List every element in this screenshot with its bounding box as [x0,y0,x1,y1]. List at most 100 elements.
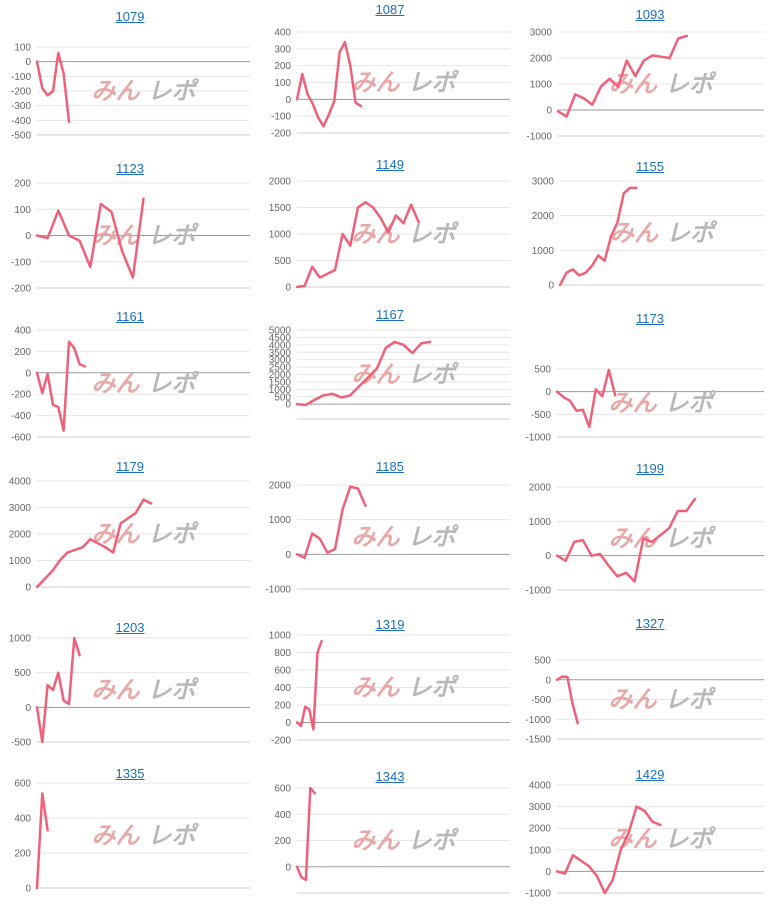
y-tick-label: 4000 [529,781,552,792]
data-point [304,557,306,559]
data-point [604,892,606,894]
data-point [410,204,412,206]
data-point [296,403,298,405]
y-tick-label: 3000 [269,355,292,366]
data-point [36,586,38,588]
data-point [612,879,614,881]
y-tick-label: 400 [14,326,31,337]
chart-title-link[interactable]: 1343 [375,769,405,784]
chart-title-link[interactable]: 1155 [636,159,664,174]
chart-title-link[interactable]: 1199 [636,461,664,476]
chart-title-link[interactable]: 1327 [635,616,665,631]
data-point [660,56,662,58]
series-line [295,485,367,560]
data-point [562,396,564,398]
line-chart: 500 0 -500 -1000 みん レポ [525,365,764,444]
data-point [57,210,59,212]
data-point [420,342,422,344]
y-tick-label: 500 [274,256,291,267]
y-tick-label: 200 [14,849,31,860]
watermark-logo-left: みん [92,78,141,105]
data-point [557,110,559,112]
watermark-logo-right: レポ [408,524,460,551]
chart-panel: 1155 [520,0,780,907]
data-point [47,237,49,239]
y-tick-label: 1000 [529,517,552,528]
y-tick-label: 1000 [9,556,32,567]
data-point [89,266,91,268]
chart-title-link[interactable]: 1079 [115,9,145,24]
line-chart: 500 0 -500 -1000 -1500 みん レポ [525,656,764,746]
data-point [349,394,351,396]
data-point [634,580,636,582]
chart-title-link[interactable]: 1087 [375,2,405,17]
chart-title-link[interactable]: 1123 [116,161,144,176]
y-tick-label: 800 [274,648,291,659]
data-point [595,388,597,390]
data-point [304,285,306,287]
watermark-logo-left: みん [609,390,658,417]
chart-title-link[interactable]: 1319 [375,617,405,632]
watermark-logo-right: レポ [665,71,717,98]
chart-title-link[interactable]: 1429 [635,767,665,782]
data-point [41,392,43,394]
data-point [574,93,576,95]
y-tick-label: 0 [548,281,554,292]
data-point [57,406,59,408]
watermark-logo-left: みん [352,70,401,97]
watermark-logo-left: みん [352,828,401,855]
data-point [651,541,653,543]
line-chart: 2000 1500 1000 500 0 みん レポ [269,177,510,294]
chart-panel: 1149 [260,0,520,907]
y-tick-label: 5000 [269,326,292,337]
y-tick-label: 3500 [269,348,292,359]
watermark-logo-right: レポ [148,371,200,398]
data-point [47,373,49,375]
data-point [52,689,54,691]
data-point [651,54,653,56]
chart-title-link[interactable]: 1149 [376,157,404,172]
data-point [610,235,612,237]
series-line [35,340,87,432]
data-point [642,538,644,539]
chart-title-link[interactable]: 1167 [376,307,404,322]
chart-title-link[interactable]: 1093 [635,7,665,22]
chart-title-link[interactable]: 1203 [115,620,145,635]
watermark-logo-right: レポ [408,221,460,248]
data-point [104,546,106,548]
chart-panel: 1167 [260,0,520,907]
data-point [588,426,590,428]
y-tick-label: 0 [545,675,551,686]
data-point [300,725,302,727]
chart-title-link[interactable]: 1335 [115,766,145,781]
chart-title-link[interactable]: 1173 [636,311,664,326]
y-tick-label: -100 [11,257,31,268]
data-point [68,121,70,123]
line-chart: 4000 3000 2000 1000 0 -1000 みん レポ [525,781,764,900]
data-point [616,575,618,577]
data-point [135,512,137,514]
data-point [575,410,577,412]
data-point [79,363,81,365]
data-point [305,879,307,881]
y-tick-label: 3000 [9,503,32,514]
y-tick-label: 0 [285,95,291,106]
data-point [344,41,346,43]
chart-title-link[interactable]: 1185 [376,459,404,474]
data-point [608,565,610,567]
data-point [372,207,374,208]
data-point [580,860,582,862]
data-point [340,396,342,398]
y-tick-label: 2000 [9,530,32,541]
watermark-logo-right: レポ [148,521,200,548]
data-point [301,73,303,75]
data-point [334,269,336,271]
y-tick-label: -600 [11,433,31,444]
watermark-logo-left: みん [352,221,401,248]
chart-title-link[interactable]: 1179 [116,459,144,474]
data-point [355,102,357,104]
watermark-logo-left: みん [92,371,141,398]
data-point [296,553,298,555]
chart-title-link[interactable]: 1161 [116,309,144,324]
